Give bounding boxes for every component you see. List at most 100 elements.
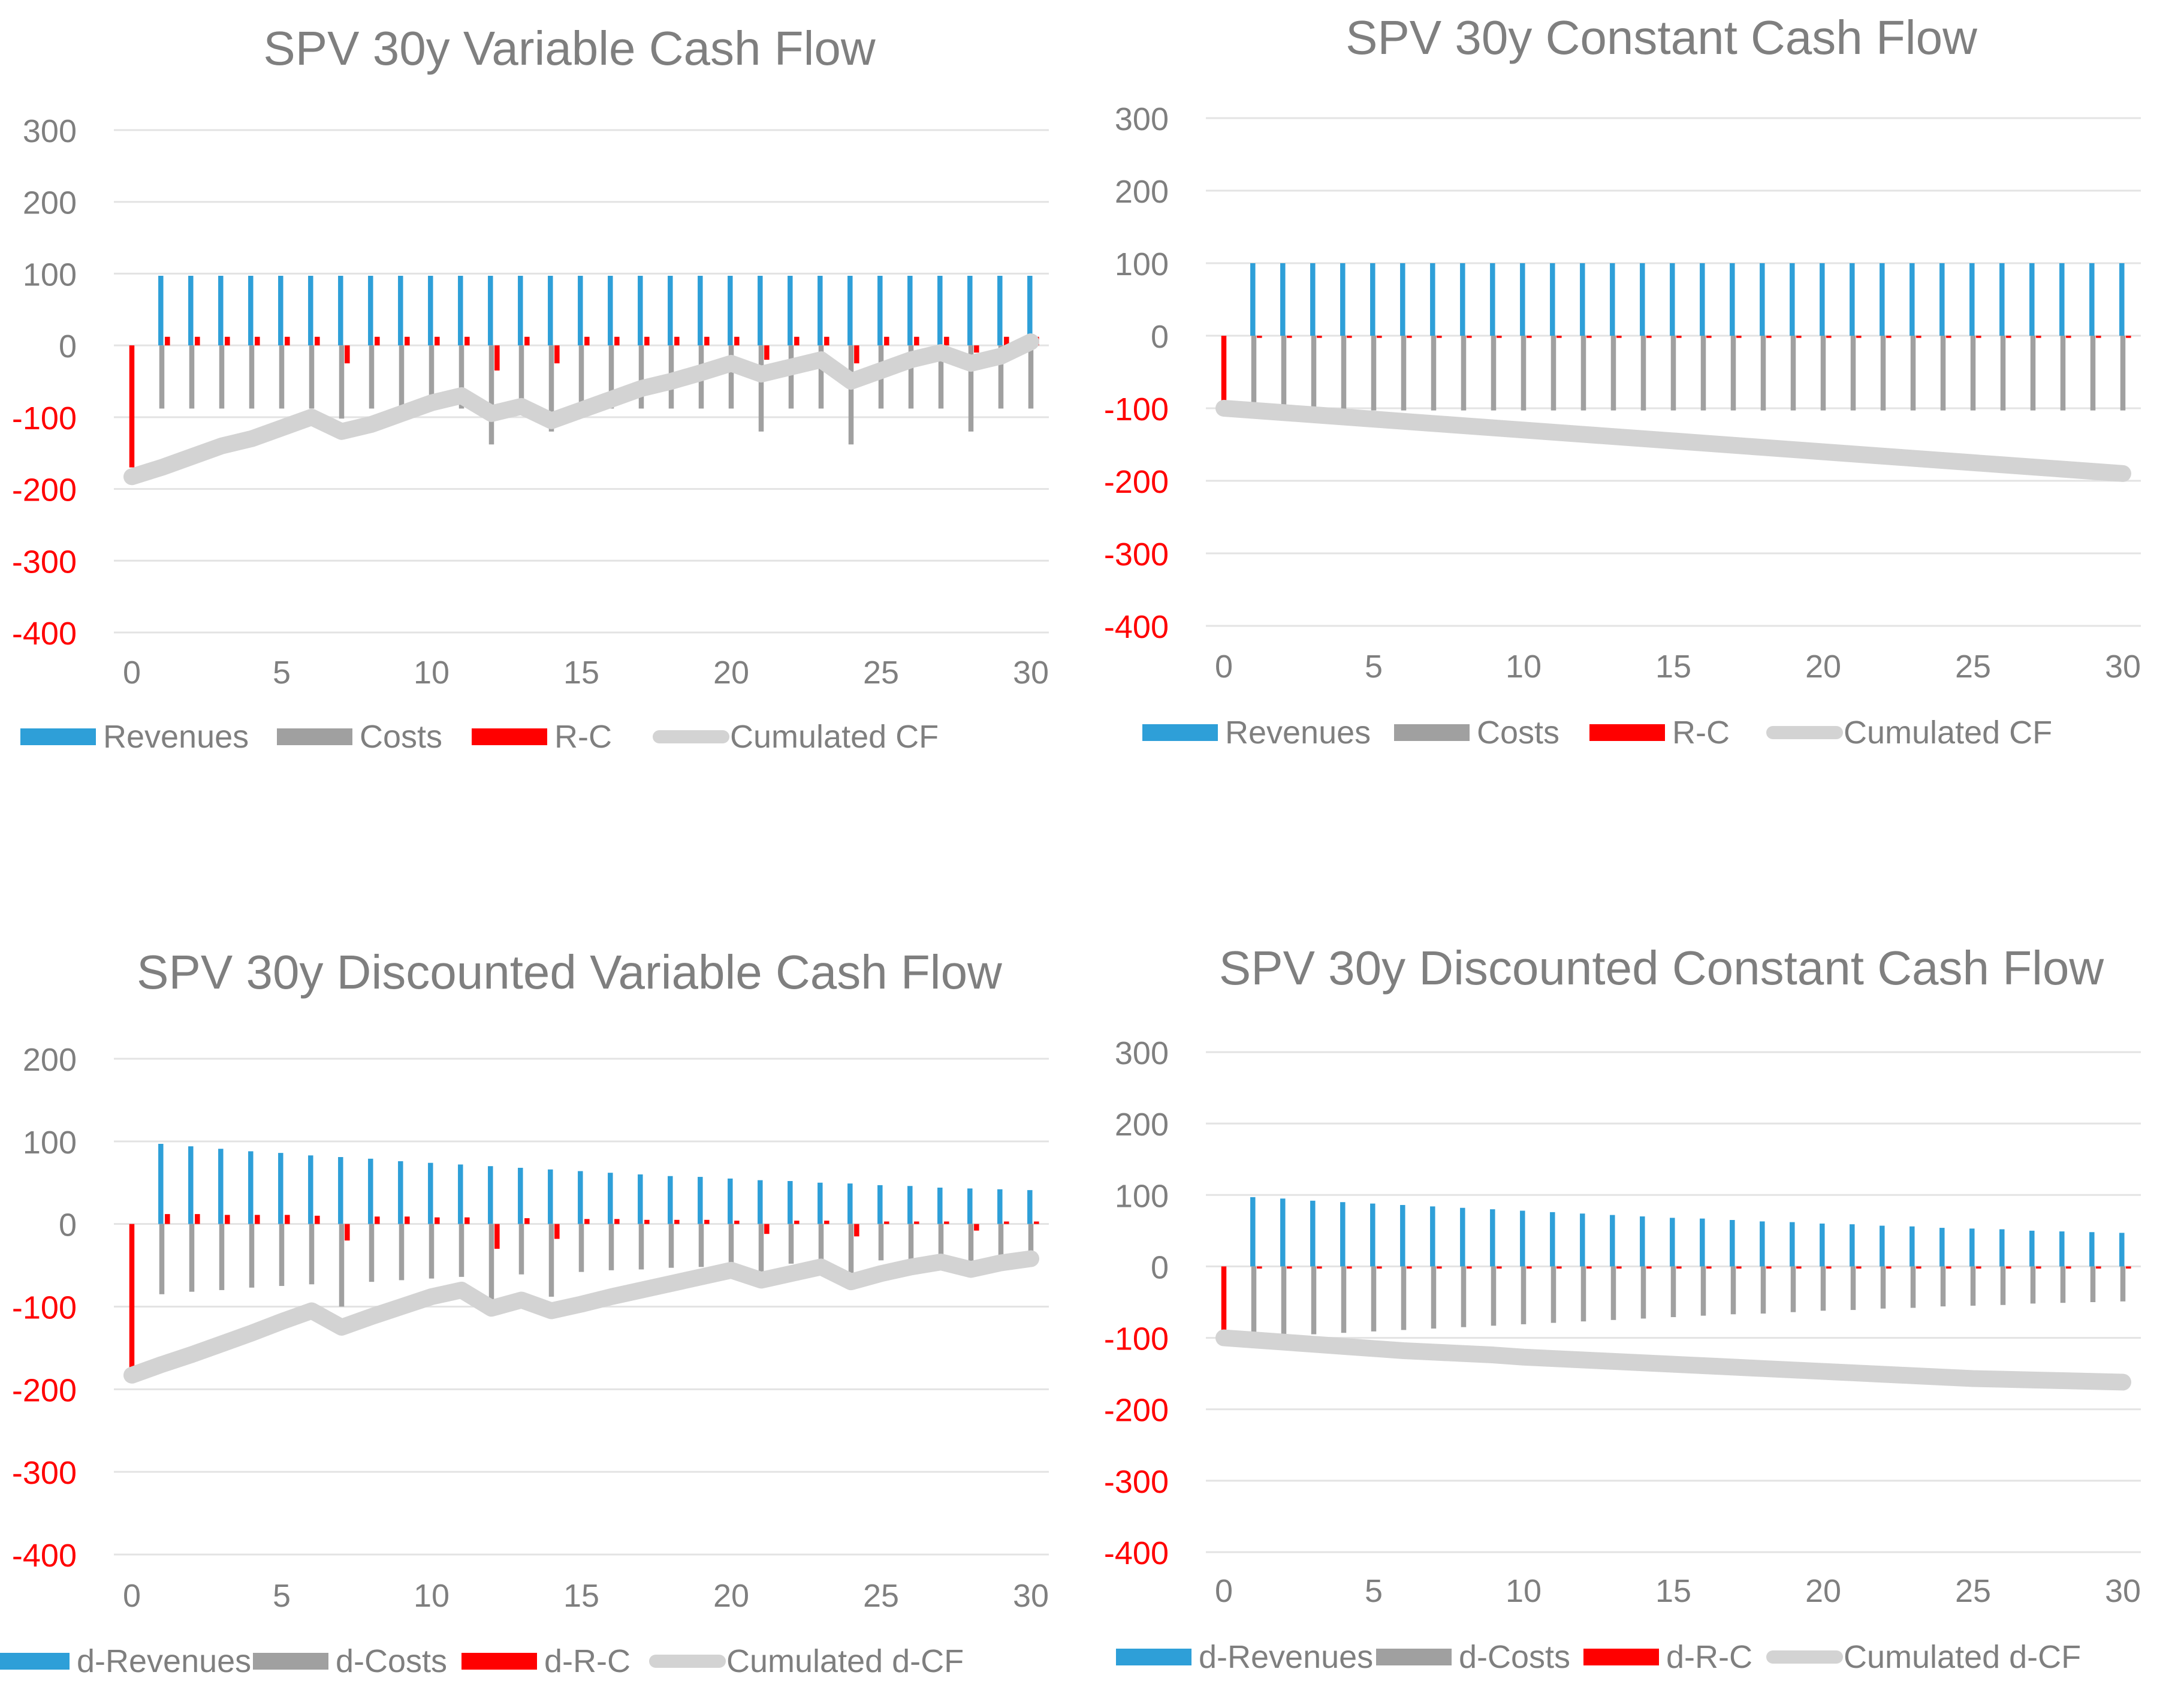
bar-d-r-c — [225, 1215, 230, 1224]
bar-r-c — [2036, 336, 2041, 338]
bar-d-costs — [399, 1224, 405, 1281]
bar-d-costs — [1461, 1266, 1467, 1327]
bar-d-costs — [758, 1224, 764, 1282]
bar-d-revenues — [1880, 1225, 1885, 1267]
bar-costs — [2000, 336, 2006, 411]
bar-d-costs — [548, 1224, 554, 1297]
cumulated-line — [123, 1250, 1039, 1384]
bar-d-r-c — [1736, 1266, 1742, 1269]
legend-label: R-C — [1672, 715, 1730, 751]
bar-d-costs — [1730, 1266, 1736, 1315]
y-tick-label: 0 — [59, 329, 77, 364]
legend-swatch — [1583, 1649, 1659, 1665]
bar-d-revenues — [398, 1161, 403, 1224]
bar-costs — [1371, 336, 1377, 411]
bar-d-costs — [638, 1224, 644, 1270]
bar-d-costs — [1341, 1266, 1347, 1333]
bar-costs — [1401, 336, 1407, 411]
bar-r-c — [794, 336, 800, 346]
bar-d-r-c — [2036, 1266, 2041, 1269]
bar-d-costs — [1880, 1266, 1886, 1309]
bar-d-r-c — [1676, 1266, 1682, 1269]
bar-r-c — [1676, 336, 1682, 338]
bar-d-r-c — [2066, 1266, 2071, 1269]
bar-d-costs — [2060, 1266, 2066, 1303]
bar-r-c — [1916, 336, 1921, 338]
bar-r-c — [494, 345, 500, 371]
y-tick-label: 200 — [23, 185, 77, 221]
bar-d-revenues — [728, 1178, 733, 1224]
bar-d-costs — [2030, 1266, 2036, 1304]
bar-d-revenues — [1700, 1218, 1705, 1267]
bar-r-c — [375, 336, 380, 346]
bar-d-r-c — [1221, 1266, 1227, 1331]
bar-revenues — [1490, 263, 1495, 336]
bar-d-costs — [668, 1224, 674, 1268]
bar-r-c — [764, 345, 770, 360]
bar-d-revenues — [1310, 1200, 1316, 1267]
bar-revenues — [818, 276, 823, 346]
bar-d-revenues — [967, 1188, 973, 1224]
bar-d-r-c — [884, 1221, 889, 1224]
bar-revenues — [668, 276, 673, 346]
bar-d-revenues — [1430, 1206, 1435, 1267]
bar-d-costs — [279, 1224, 285, 1287]
cumulated-line — [123, 333, 1039, 486]
bar-d-r-c — [2096, 1266, 2101, 1269]
legend-label: Revenues — [1225, 715, 1371, 751]
bar-d-revenues — [818, 1182, 823, 1224]
bar-costs — [249, 345, 255, 409]
x-tick-label: 20 — [713, 655, 749, 691]
bar-costs — [518, 345, 524, 409]
bar-r-c — [1317, 336, 1322, 338]
bar-d-r-c — [1407, 1266, 1412, 1269]
x-tick-label: 30 — [2105, 649, 2141, 685]
bar-r-c — [1527, 336, 1532, 338]
x-tick-label: 20 — [713, 1578, 749, 1614]
x-tick-label: 0 — [1215, 1573, 1233, 1609]
bar-d-r-c — [1556, 1266, 1562, 1269]
bar-d-r-c — [494, 1224, 500, 1249]
bar-revenues — [1370, 263, 1375, 336]
bar-d-r-c — [345, 1224, 350, 1241]
bar-revenues — [548, 276, 553, 346]
x-tick-label: 15 — [563, 1578, 599, 1614]
bar-r-c — [1796, 336, 1802, 338]
bar-d-revenues — [1370, 1203, 1375, 1267]
y-tick-label: -400 — [1104, 609, 1169, 645]
bar-d-costs — [339, 1224, 345, 1307]
bar-d-r-c — [464, 1217, 470, 1224]
y-tick-label: -200 — [1104, 1393, 1169, 1429]
x-tick-label: 5 — [273, 655, 291, 691]
chart-discounted-variable-cf: SPV 30y Discounted Variable Cash Flow 200… — [0, 849, 1092, 1699]
bar-costs — [369, 345, 375, 409]
y-tick-label: -400 — [12, 616, 77, 652]
bar-revenues — [698, 276, 703, 346]
bar-r-c — [2006, 336, 2011, 338]
bar-d-r-c — [1467, 1266, 1472, 1269]
bar-r-c — [944, 336, 949, 346]
x-tick-label: 0 — [1215, 649, 1233, 685]
bar-costs — [1760, 336, 1766, 411]
bar-d-revenues — [578, 1171, 583, 1224]
chart-title: SPV 30y Variable Cash Flow — [263, 22, 875, 75]
bar-revenues — [1027, 276, 1033, 346]
bar-d-r-c — [1616, 1266, 1622, 1269]
legend-swatch — [0, 1653, 70, 1670]
bar-r-c — [674, 336, 680, 346]
bar-revenues — [1280, 263, 1286, 336]
bar-d-costs — [938, 1224, 944, 1258]
bar-r-c — [255, 336, 260, 346]
bar-revenues — [158, 276, 164, 346]
bar-d-r-c — [1287, 1266, 1292, 1269]
bar-d-revenues — [1730, 1219, 1735, 1267]
bar-revenues — [1670, 263, 1675, 336]
chart-svg: SPV 30y Discounted Variable Cash Flow200… — [0, 945, 1049, 1679]
bar-r-c — [1886, 336, 1892, 338]
chart-svg: SPV 30y Constant Cash Flow3002001000-100… — [1104, 11, 2141, 751]
bar-d-costs — [2090, 1266, 2096, 1302]
bar-d-costs — [1790, 1266, 1796, 1312]
bar-costs — [1910, 336, 1916, 411]
bar-d-r-c — [1437, 1266, 1442, 1269]
bar-r-c — [1257, 336, 1262, 338]
